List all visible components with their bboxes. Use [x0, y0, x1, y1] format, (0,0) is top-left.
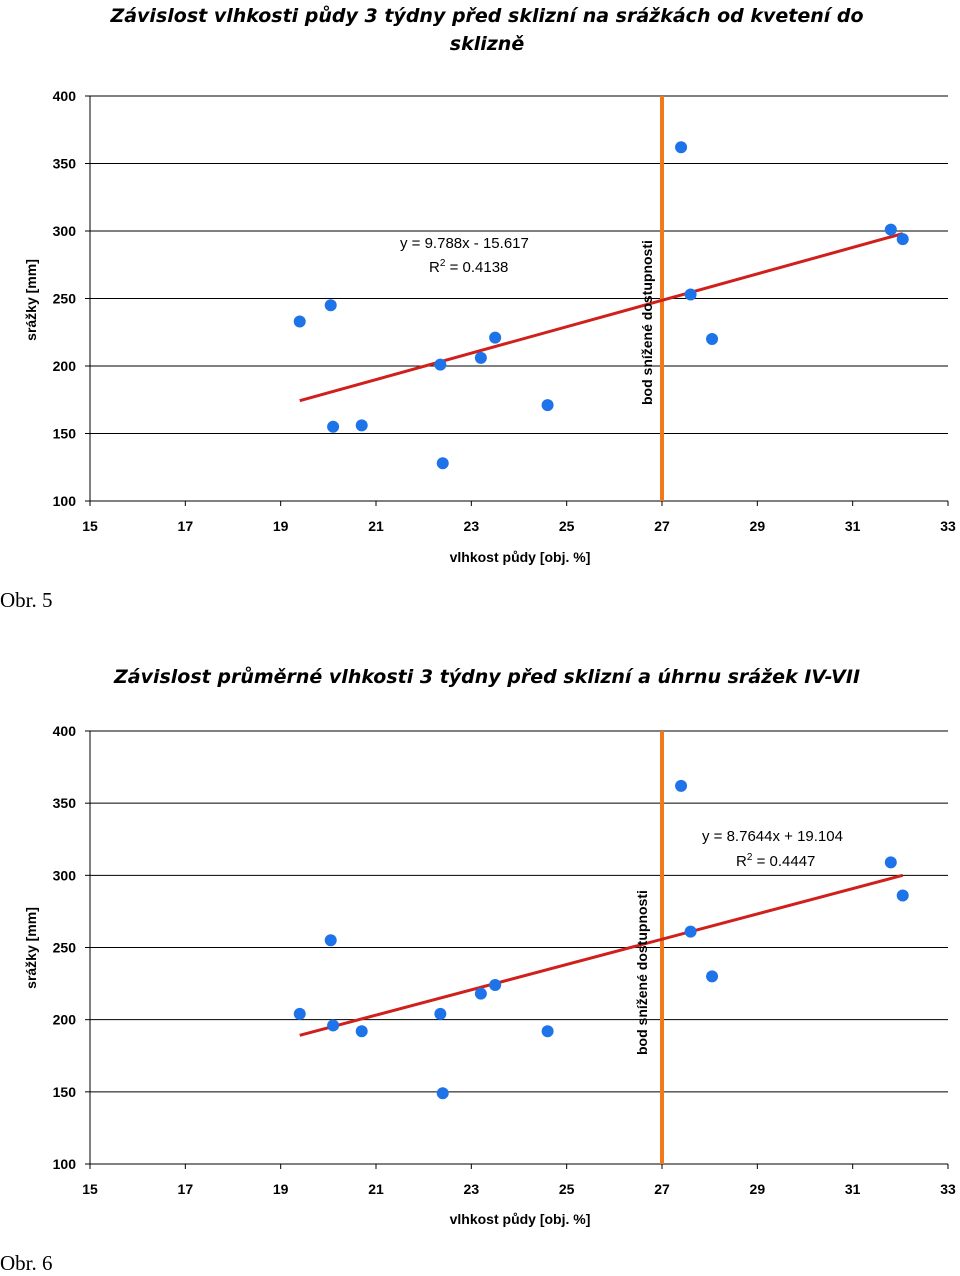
data-point-9 — [541, 399, 554, 412]
grid-lines — [90, 95, 948, 502]
x-tick-label-15: 15 — [82, 518, 98, 534]
r-squared-label: R2 = 0.4447 — [736, 852, 815, 870]
data-point-10 — [675, 779, 688, 792]
r-squared-label: R2 = 0.4138 — [429, 258, 508, 276]
x-tick-label-25: 25 — [559, 1181, 575, 1197]
data-point-11 — [684, 925, 697, 938]
chart-title-line-1: Závislost průměrné vlhkosti 3 týdny před… — [113, 665, 860, 688]
y-axis-label: srážky [mm] — [23, 259, 39, 341]
data-point-9 — [541, 1025, 554, 1038]
x-tick-label-31: 31 — [845, 518, 861, 534]
scatter-chart-soil-moisture-vs-precipitation: Závislost vlhkosti půdy 3 týdny před skl… — [23, 4, 956, 565]
data-point-3 — [327, 420, 340, 433]
trendline-path — [299, 232, 904, 403]
data-points — [293, 141, 909, 470]
y-tick-label-250: 250 — [53, 291, 77, 307]
x-tick-label-33: 33 — [940, 518, 956, 534]
y-axis-label: srážky [mm] — [23, 907, 39, 989]
data-point-6 — [436, 457, 449, 470]
x-axis-label: vlhkost půdy [obj. %] — [450, 549, 591, 565]
x-tick-label-23: 23 — [464, 1181, 480, 1197]
x-tick-label-23: 23 — [464, 518, 480, 534]
axes — [85, 730, 949, 1169]
x-tick-label-25: 25 — [559, 518, 575, 534]
data-point-11 — [684, 288, 697, 301]
y-tick-label-300: 300 — [53, 223, 77, 239]
y-tick-labels: 100 150 200 250 300 350 400 — [53, 88, 77, 509]
x-tick-label-21: 21 — [368, 518, 384, 534]
x-tick-labels: 15 17 19 21 23 25 27 29 31 33 — [82, 518, 956, 534]
data-point-13 — [884, 223, 897, 236]
y-tick-label-100: 100 — [53, 493, 77, 509]
data-points — [293, 779, 909, 1100]
data-point-3 — [327, 1019, 340, 1032]
data-point-5 — [434, 358, 447, 371]
data-point-7 — [474, 351, 487, 364]
x-tick-label-19: 19 — [273, 1181, 289, 1197]
data-point-13 — [884, 856, 897, 869]
data-point-2 — [324, 299, 337, 312]
data-point-6 — [436, 1087, 449, 1100]
x-tick-label-27: 27 — [654, 1181, 670, 1197]
data-point-8 — [489, 979, 502, 992]
figure-caption-1: Obr. 5 — [0, 588, 53, 612]
chart-title-line-1: Závislost vlhkosti půdy 3 týdny před skl… — [109, 4, 863, 27]
x-tick-label-15: 15 — [82, 1181, 98, 1197]
figure-caption-2: Obr. 6 — [0, 1251, 53, 1275]
data-point-4 — [355, 419, 368, 432]
x-tick-label-29: 29 — [750, 518, 766, 534]
data-point-1 — [293, 315, 306, 328]
vertical-line-label: bod snížené dostupnosti — [634, 890, 650, 1055]
trendline-path — [299, 873, 904, 1037]
data-point-12 — [706, 333, 719, 345]
grid-lines — [90, 730, 948, 1165]
vertical-line-label: bod snížené dostupnosti — [639, 240, 655, 405]
axes — [85, 95, 949, 506]
trendline-equation: y = 9.788x - 15.617 — [400, 235, 529, 252]
y-tick-label-100: 100 — [53, 1156, 77, 1172]
y-tick-label-400: 400 — [53, 723, 77, 739]
trendline — [299, 232, 904, 403]
data-point-2 — [324, 934, 337, 947]
x-tick-label-27: 27 — [654, 518, 670, 534]
trendline-equation: y = 8.7644x + 19.104 — [702, 828, 843, 845]
x-tick-label-19: 19 — [273, 518, 289, 534]
y-tick-label-350: 350 — [53, 795, 77, 811]
x-tick-label-33: 33 — [940, 1181, 956, 1197]
y-tick-label-150: 150 — [53, 1084, 77, 1100]
x-axis-label: vlhkost půdy [obj. %] — [450, 1211, 591, 1227]
data-point-5 — [434, 1007, 447, 1020]
y-tick-labels: 100 150 200 250 300 350 400 — [53, 723, 77, 1172]
y-tick-label-350: 350 — [53, 156, 77, 172]
data-point-14 — [896, 233, 909, 246]
data-point-12 — [706, 970, 719, 983]
scatter-chart-average-moisture-vs-precipitation: Závislost průměrné vlhkosti 3 týdny před… — [23, 665, 956, 1227]
trendline — [299, 873, 904, 1037]
x-tick-labels: 15 17 19 21 23 25 27 29 31 33 — [82, 1181, 956, 1197]
y-tick-label-300: 300 — [53, 867, 77, 883]
x-tick-label-31: 31 — [845, 1181, 861, 1197]
data-point-14 — [896, 889, 909, 902]
y-tick-label-400: 400 — [53, 88, 77, 104]
x-tick-label-21: 21 — [368, 1181, 384, 1197]
x-tick-label-17: 17 — [178, 1181, 194, 1197]
y-tick-label-250: 250 — [53, 940, 77, 956]
y-tick-label-200: 200 — [53, 1012, 77, 1028]
data-point-1 — [293, 1007, 306, 1020]
data-point-10 — [675, 141, 688, 154]
y-tick-label-150: 150 — [53, 426, 77, 442]
data-point-8 — [489, 331, 502, 344]
chart-title-line-2: sklizně — [450, 33, 525, 55]
data-point-4 — [355, 1025, 368, 1038]
data-point-7 — [474, 987, 487, 1000]
y-tick-label-200: 200 — [53, 358, 77, 374]
x-tick-label-17: 17 — [178, 518, 194, 534]
x-tick-label-29: 29 — [750, 1181, 766, 1197]
